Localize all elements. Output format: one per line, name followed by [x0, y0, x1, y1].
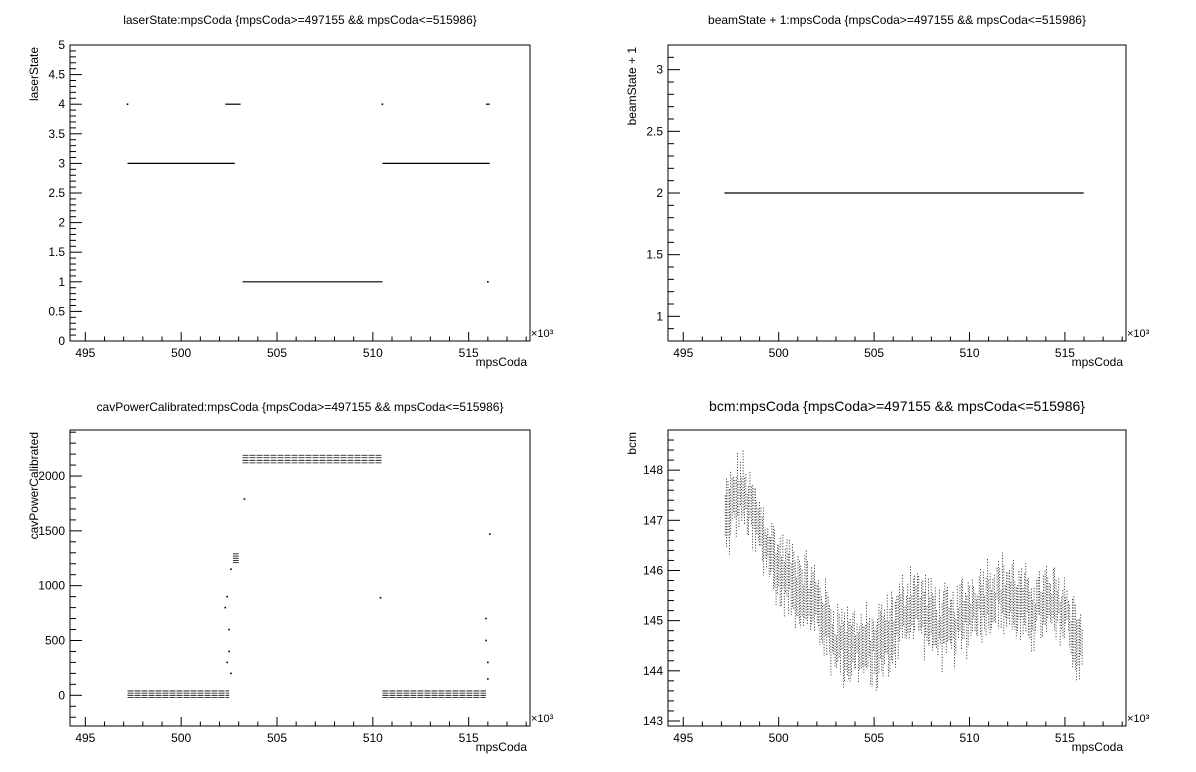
- data-point: [487, 281, 489, 283]
- x-tick-label: 505: [864, 731, 884, 745]
- y-tick-label: 0: [58, 334, 65, 348]
- plot-frame: [667, 429, 1127, 727]
- y-tick-label: 2000: [38, 469, 65, 483]
- data-point: [224, 606, 227, 609]
- y-tick-label: 3: [58, 156, 65, 170]
- data-point: [226, 595, 228, 598]
- x-tick-label: 500: [171, 346, 191, 360]
- y-tick-label: 0.5: [48, 304, 65, 318]
- x-tick-label: 510: [363, 346, 383, 360]
- data-point: [126, 103, 129, 105]
- data-point: [379, 596, 382, 599]
- chart-panel: cavPowerCalibrated:mpsCoda {mpsCoda>=497…: [27, 400, 554, 754]
- x-axis-multiplier: ×10³: [531, 713, 554, 725]
- data-layer: [724, 450, 1083, 692]
- x-tick-label: 515: [1055, 346, 1075, 360]
- x-tick-label: 505: [864, 346, 884, 360]
- chart-panel: laserState:mpsCoda {mpsCoda>=497155 && m…: [27, 13, 554, 369]
- y-axis-label: beamState + 1: [625, 47, 639, 126]
- y-tick-label: 145: [643, 614, 663, 628]
- chart-title: cavPowerCalibrated:mpsCoda {mpsCoda>=497…: [97, 400, 504, 414]
- x-tick-label: 510: [960, 346, 980, 360]
- data-point: [485, 617, 487, 620]
- y-tick-label: 143: [643, 714, 663, 728]
- y-tick-label: 3: [656, 63, 663, 77]
- data-point: [230, 672, 232, 675]
- y-tick-label: 1: [656, 309, 663, 323]
- x-tick-label: 495: [673, 731, 693, 745]
- y-tick-label: 144: [643, 664, 663, 678]
- x-tick-label: 495: [75, 731, 95, 745]
- x-tick-label: 510: [960, 731, 980, 745]
- y-tick-label: 5: [58, 38, 65, 52]
- y-tick-label: 1.5: [646, 248, 663, 262]
- x-tick-label: 510: [363, 731, 383, 745]
- y-tick-label: 1: [58, 275, 65, 289]
- y-tick-label: 1500: [38, 524, 65, 538]
- data-point: [488, 533, 491, 535]
- y-tick-label: 1.5: [48, 245, 65, 259]
- x-tick-label: 515: [459, 731, 479, 745]
- chart-title: beamState + 1:mpsCoda {mpsCoda>=497155 &…: [708, 13, 1086, 27]
- x-axis-multiplier: ×10³: [531, 328, 554, 340]
- y-tick-label: 3.5: [48, 127, 65, 141]
- chart-title: bcm:mpsCoda {mpsCoda>=497155 && mpsCoda<…: [709, 398, 1085, 414]
- data-point: [243, 498, 246, 500]
- chart-panel: beamState + 1:mpsCoda {mpsCoda>=497155 &…: [625, 13, 1150, 369]
- y-tick-label: 2.5: [48, 186, 65, 200]
- y-tick-label: 4.5: [48, 68, 65, 82]
- data-point: [228, 628, 230, 631]
- y-tick-label: 500: [45, 633, 65, 647]
- y-tick-label: 0: [58, 688, 65, 702]
- x-axis-multiplier: ×10³: [1127, 328, 1150, 340]
- y-tick-label: 146: [643, 563, 663, 577]
- chart-panel: bcm:mpsCoda {mpsCoda>=497155 && mpsCoda<…: [625, 398, 1150, 754]
- x-tick-label: 505: [267, 731, 287, 745]
- y-tick-label: 2.5: [646, 124, 663, 138]
- data-point: [485, 639, 487, 642]
- x-axis-label: mpsCoda: [1072, 740, 1124, 754]
- y-axis-label: bcm: [625, 432, 639, 455]
- x-tick-label: 495: [673, 346, 693, 360]
- data-point: [487, 661, 489, 664]
- data-point: [487, 678, 489, 680]
- x-axis-label: mpsCoda: [1072, 355, 1124, 369]
- y-tick-label: 147: [643, 513, 663, 527]
- plot-frame: [69, 429, 531, 727]
- data-point: [228, 650, 230, 653]
- data-point: [381, 103, 384, 105]
- plot-frame: [69, 44, 531, 342]
- y-axis-label: laserState: [27, 47, 41, 101]
- x-axis-label: mpsCoda: [476, 355, 528, 369]
- data-point: [230, 568, 232, 571]
- data-layer: [127, 454, 491, 698]
- y-tick-label: 2: [656, 186, 663, 200]
- data-point: [226, 661, 228, 664]
- x-tick-label: 515: [459, 346, 479, 360]
- y-tick-label: 1000: [38, 579, 65, 593]
- y-tick-label: 4: [58, 97, 65, 111]
- x-axis-multiplier: ×10³: [1127, 713, 1150, 725]
- x-tick-label: 515: [1055, 731, 1075, 745]
- x-tick-label: 505: [267, 346, 287, 360]
- y-tick-label: 2: [58, 216, 65, 230]
- y-tick-label: 148: [643, 463, 663, 477]
- chart-title: laserState:mpsCoda {mpsCoda>=497155 && m…: [123, 13, 477, 27]
- y-axis-label: cavPowerCalibrated: [27, 432, 41, 539]
- x-axis-label: mpsCoda: [476, 740, 528, 754]
- x-tick-label: 495: [75, 346, 95, 360]
- data-layer: [126, 103, 490, 283]
- x-tick-label: 500: [769, 346, 789, 360]
- x-tick-label: 500: [171, 731, 191, 745]
- x-tick-label: 500: [769, 731, 789, 745]
